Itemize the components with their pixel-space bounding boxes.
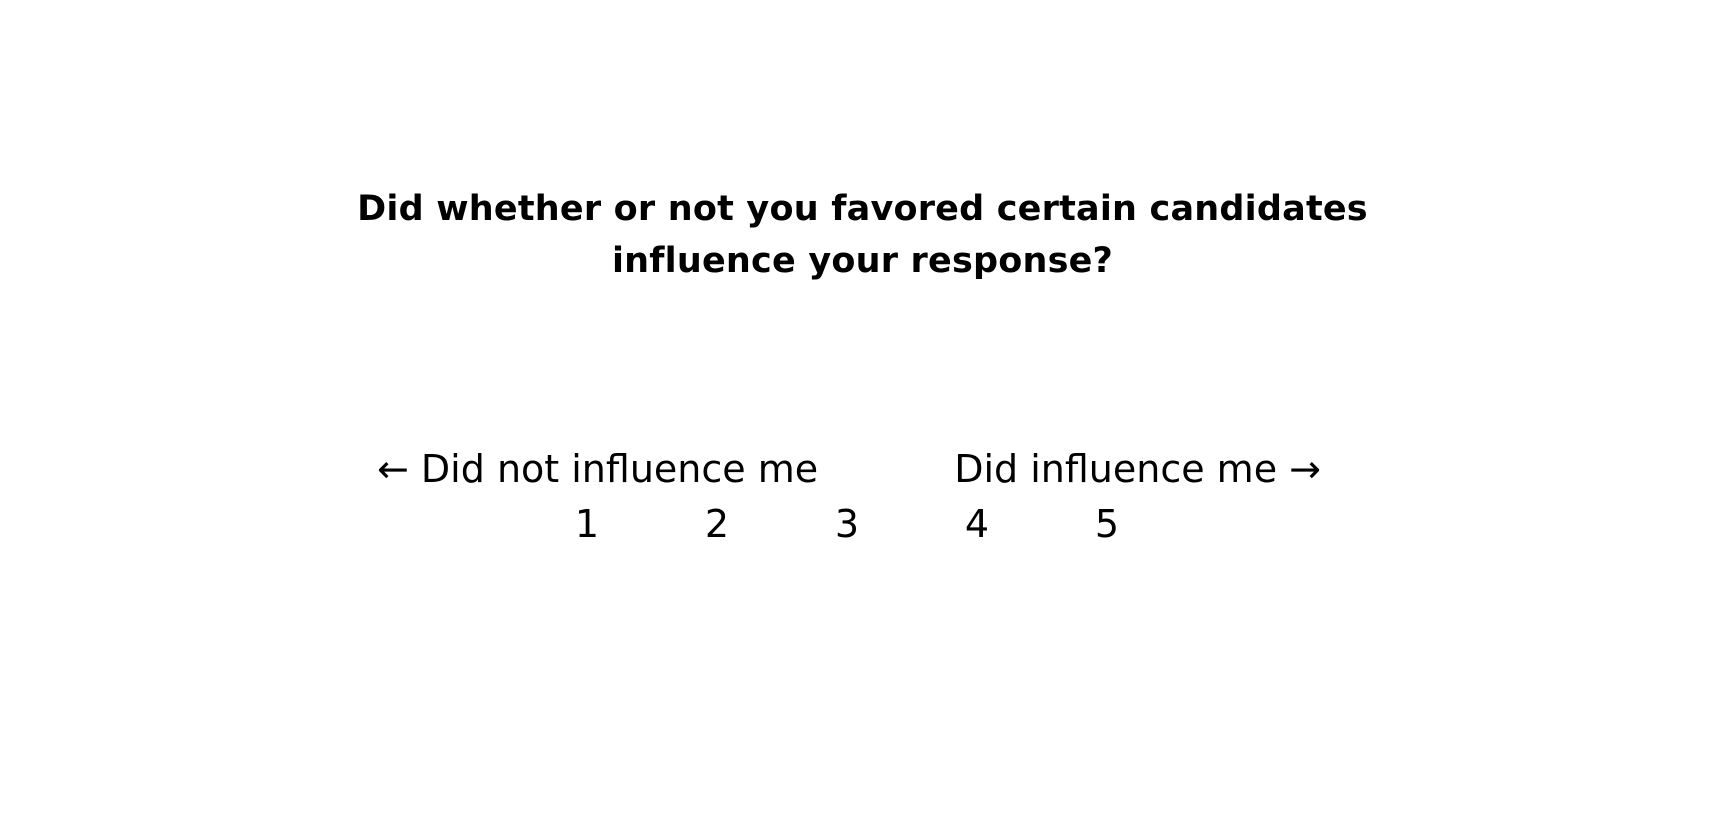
question-line-1: Did whether or not you favored certain c… (357, 189, 1368, 229)
question-text: Did whether or not you favored certain c… (0, 183, 1725, 287)
rating-scale: 1 2 3 4 5 (0, 496, 1725, 552)
question-line-2: influence your response? (611, 241, 1114, 281)
scale-right-label: Did influence me → (954, 447, 1321, 491)
rating-option-1[interactable]: 1 (574, 502, 600, 546)
rating-option-2[interactable]: 2 (704, 502, 730, 546)
rating-option-5[interactable]: 5 (1094, 502, 1120, 546)
rating-option-3[interactable]: 3 (834, 502, 860, 546)
scale-left-label: ← Did not influence me (377, 447, 819, 491)
rating-option-4[interactable]: 4 (964, 502, 990, 546)
scale-anchor-labels: ← Did not influence me Did influence me … (0, 444, 1725, 494)
